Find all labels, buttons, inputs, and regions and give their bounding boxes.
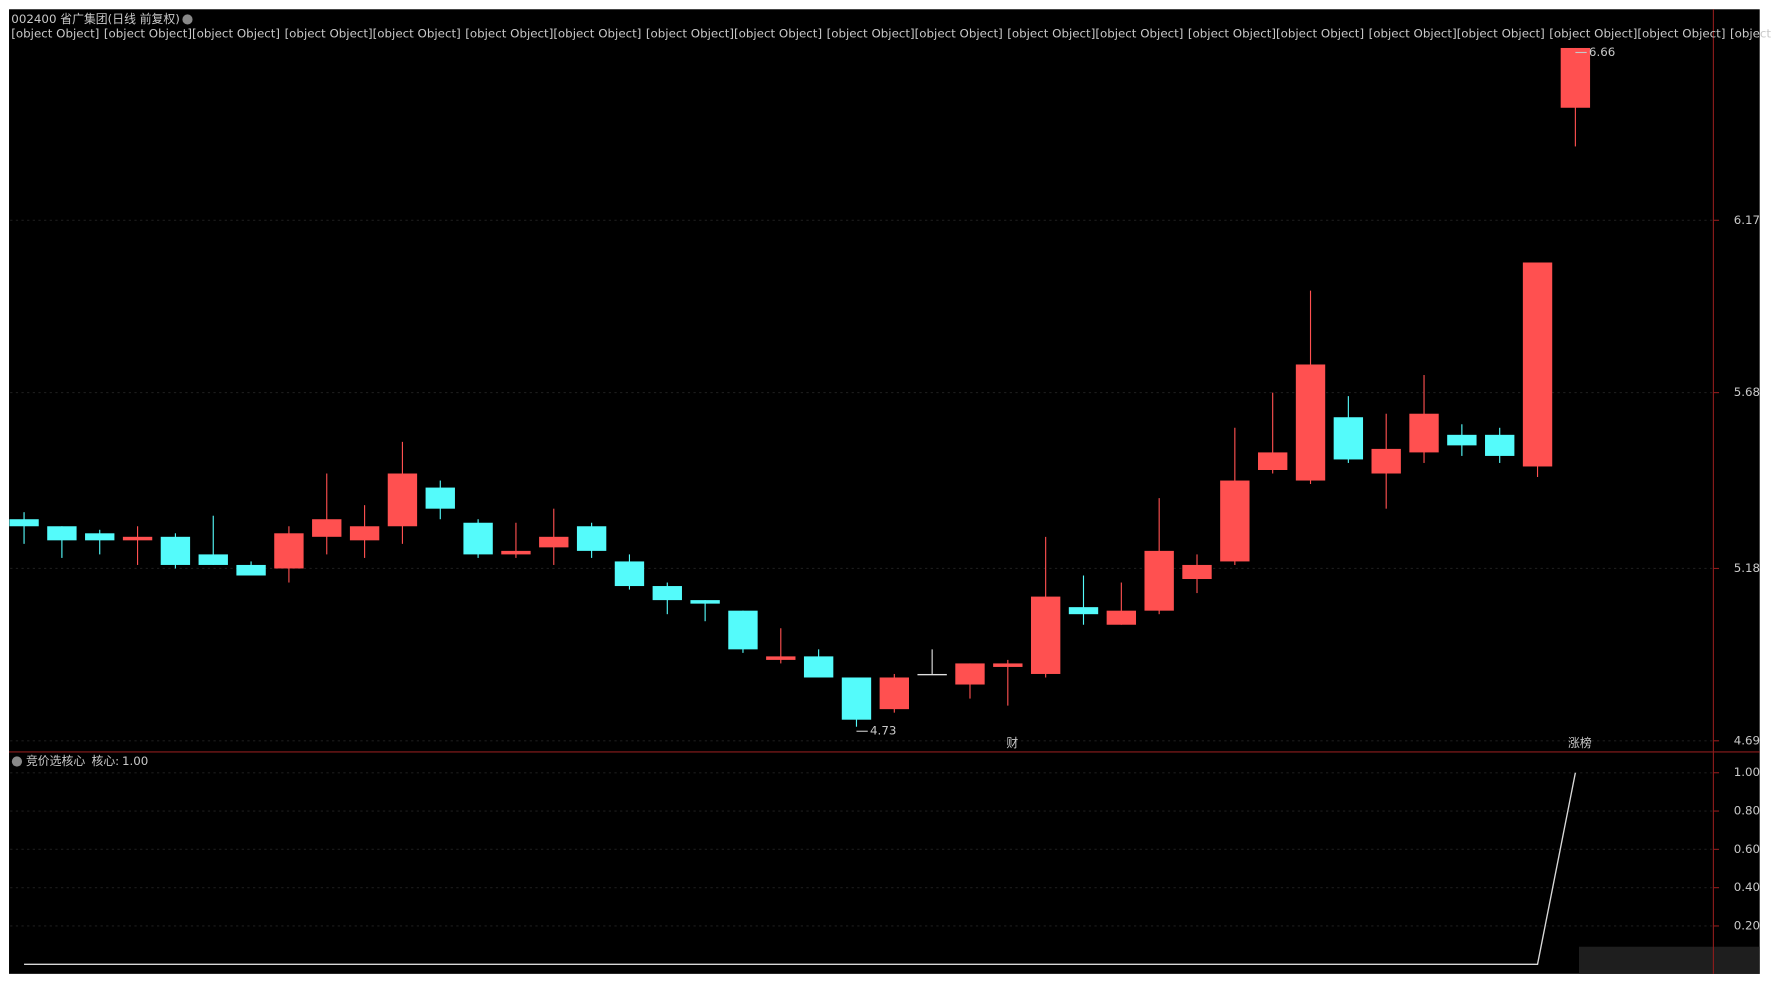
candle-body [652,586,682,601]
candle-body [85,533,115,541]
indicator-title: 竞价选核心 [26,754,85,768]
candle-body [501,550,531,555]
candle-body [766,656,796,660]
candle-body [1522,262,1553,467]
quote-item: [object Object] [192,27,280,41]
quote-item: [object Object] [646,27,734,41]
indicator-icon[interactable] [11,756,23,767]
stock-title: 002400 省广集团(日线 前复权) [11,12,180,26]
candle-body [879,677,909,710]
quote-item: [object Object] [1095,27,1183,41]
candle-body [1068,607,1099,615]
candle-body [728,610,758,650]
quote-item: [object Object] [734,27,822,41]
candle-body [1257,452,1288,470]
candle-body [690,600,720,604]
candle-body [917,673,947,676]
y-tick-label: 0.40 [1734,880,1760,894]
event-marker: 财 [1006,736,1018,750]
settings-icon[interactable] [182,14,193,25]
candle-body [160,536,191,565]
y-tick-label: 0.60 [1734,842,1760,856]
candle-body [425,487,455,509]
candle-body [1182,564,1212,580]
candle-body [47,526,77,541]
quote-item: [object Object] [553,27,641,41]
quote-item: [object Object] [1549,27,1637,41]
quote-item: [object Object] [1369,27,1457,41]
candle-body [614,561,645,587]
candle-body [1030,596,1061,674]
y-tick-label: 1.00 [1734,765,1760,779]
y-tick-label: 6.17 [1734,213,1760,227]
candle-body [9,519,39,527]
candle-body [274,533,304,569]
quote-item: [object Object] [1730,27,1771,41]
y-tick-label: 0.20 [1734,918,1760,932]
quote-item: [object Object] [1637,27,1725,41]
quote-item: [object Object] [373,27,461,41]
candle-body [1106,610,1137,625]
candle-body [198,554,228,565]
candle-body [349,526,380,541]
indicator-series-name: 核心: [91,754,119,768]
quote-item: [object Object] [1188,27,1276,41]
annotation: 6.66 [1589,45,1615,59]
quote-item: [object Object] [285,27,373,41]
y-tick-label: 0.80 [1734,804,1760,818]
chart-background [9,9,1760,974]
quote-item: [object Object] [1457,27,1545,41]
candle-body [236,564,266,576]
candle-body [122,536,153,541]
candle-body [1371,448,1401,474]
y-tick-label: 5.18 [1734,561,1760,575]
quote-item: [object Object] [915,27,1003,41]
quote-item: [object Object] [1276,27,1364,41]
candle-body [1560,47,1591,108]
candle-body [387,473,418,527]
candle-body [1447,434,1477,446]
candle-body [803,656,834,678]
candle-body [312,519,342,537]
y-tick-label: 4.69 [1734,733,1760,747]
indicator-line [24,772,1577,965]
quote-item: [object Object] [104,27,192,41]
candle-body [841,677,872,720]
quote-item: [object Object] [465,27,553,41]
indicator-value: 1.00 [122,754,148,768]
candle-body [576,526,607,551]
event-marker: 涨榜 [1568,736,1592,750]
candle-body [1220,480,1250,562]
corner-shadow [1578,946,1760,974]
candle-body [1333,417,1364,460]
candle-body [539,536,569,548]
candle-body [1295,364,1326,481]
annotation: 4.73 [870,724,896,738]
candle-body [463,522,493,555]
quote-item: [object Object] [11,27,99,41]
quote-item: [object Object] [1007,27,1095,41]
candle-body [955,663,985,685]
candle-body [1485,434,1515,456]
candle-body [993,663,1023,667]
candle-body [1144,550,1174,611]
y-tick-label: 5.68 [1734,385,1760,399]
quote-item: [object Object] [827,27,915,41]
candle-body [1409,413,1439,453]
